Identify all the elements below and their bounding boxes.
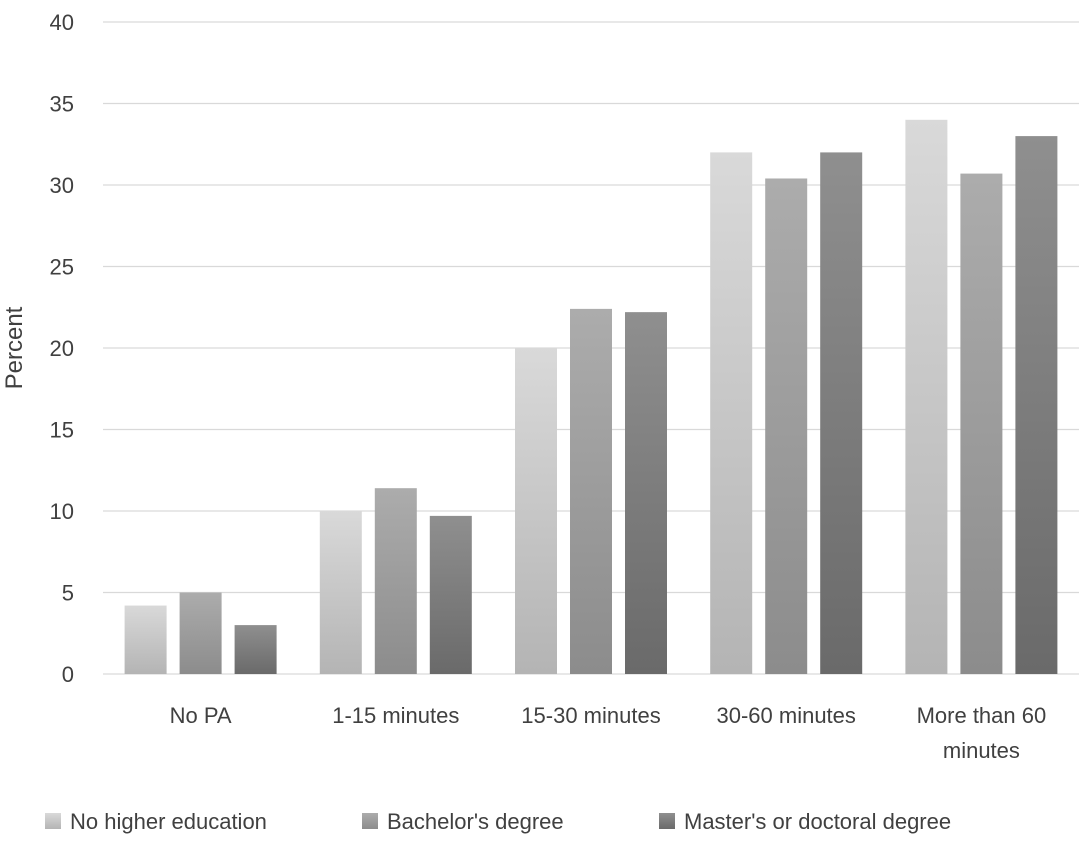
y-tick-label: 10 xyxy=(50,499,74,524)
bar-no-higher-education-3 xyxy=(710,152,753,674)
bar-no-higher-education-2 xyxy=(515,348,557,674)
y-tick-label: 5 xyxy=(62,581,74,606)
legend-label: Bachelor's degree xyxy=(387,809,564,834)
bar-bachelor-s-degree-1 xyxy=(374,488,417,674)
legend-item: Bachelor's degree xyxy=(362,809,564,834)
bar-master-s-or-doctoral-degree-0 xyxy=(234,625,277,674)
legend-swatch xyxy=(362,813,378,829)
bar-no-higher-education-4 xyxy=(905,119,948,675)
x-category-label: More than 60 xyxy=(917,703,1047,728)
legend-label: Master's or doctoral degree xyxy=(684,809,951,834)
y-axis-ticks: 0 5 10 15 20 25 30 35 40 xyxy=(50,10,74,687)
legend-swatch xyxy=(45,813,61,829)
x-category-label: 15-30 minutes xyxy=(521,703,660,728)
x-category-label: No PA xyxy=(170,703,232,728)
legend-item: Master's or doctoral degree xyxy=(659,809,951,834)
y-tick-label: 40 xyxy=(50,10,74,35)
legend-item: No higher education xyxy=(45,809,267,834)
y-tick-label: 25 xyxy=(50,255,74,280)
x-category-label: minutes xyxy=(943,738,1020,763)
y-tick-label: 35 xyxy=(50,92,74,117)
legend-swatch xyxy=(659,813,675,829)
y-tick-label: 0 xyxy=(62,662,74,687)
y-tick-label: 30 xyxy=(50,173,74,198)
legend-label: No higher education xyxy=(70,809,267,834)
bar-bachelor-s-degree-2 xyxy=(570,308,612,674)
bar-no-higher-education-1 xyxy=(319,511,362,674)
legend: No higher education Bachelor's degree Mast… xyxy=(45,809,951,834)
bar-no-higher-education-0 xyxy=(124,605,167,674)
x-axis-categories: No PA 1-15 minutes 15-30 minutes 30-60 minu… xyxy=(170,703,1047,763)
bars xyxy=(124,119,1058,675)
x-category-label: 1-15 minutes xyxy=(332,703,459,728)
y-axis-title: Percent xyxy=(1,306,28,389)
bar-master-s-or-doctoral-degree-1 xyxy=(429,515,472,674)
bar-bachelor-s-degree-3 xyxy=(765,178,808,675)
bar-bachelor-s-degree-0 xyxy=(179,592,222,674)
bar-master-s-or-doctoral-degree-2 xyxy=(625,312,667,674)
bar-master-s-or-doctoral-degree-4 xyxy=(1015,136,1058,675)
y-tick-label: 20 xyxy=(50,336,74,361)
bar-bachelor-s-degree-4 xyxy=(960,173,1003,674)
x-category-label: 30-60 minutes xyxy=(716,703,855,728)
bar-master-s-or-doctoral-degree-3 xyxy=(820,152,863,674)
y-tick-label: 15 xyxy=(50,418,74,443)
